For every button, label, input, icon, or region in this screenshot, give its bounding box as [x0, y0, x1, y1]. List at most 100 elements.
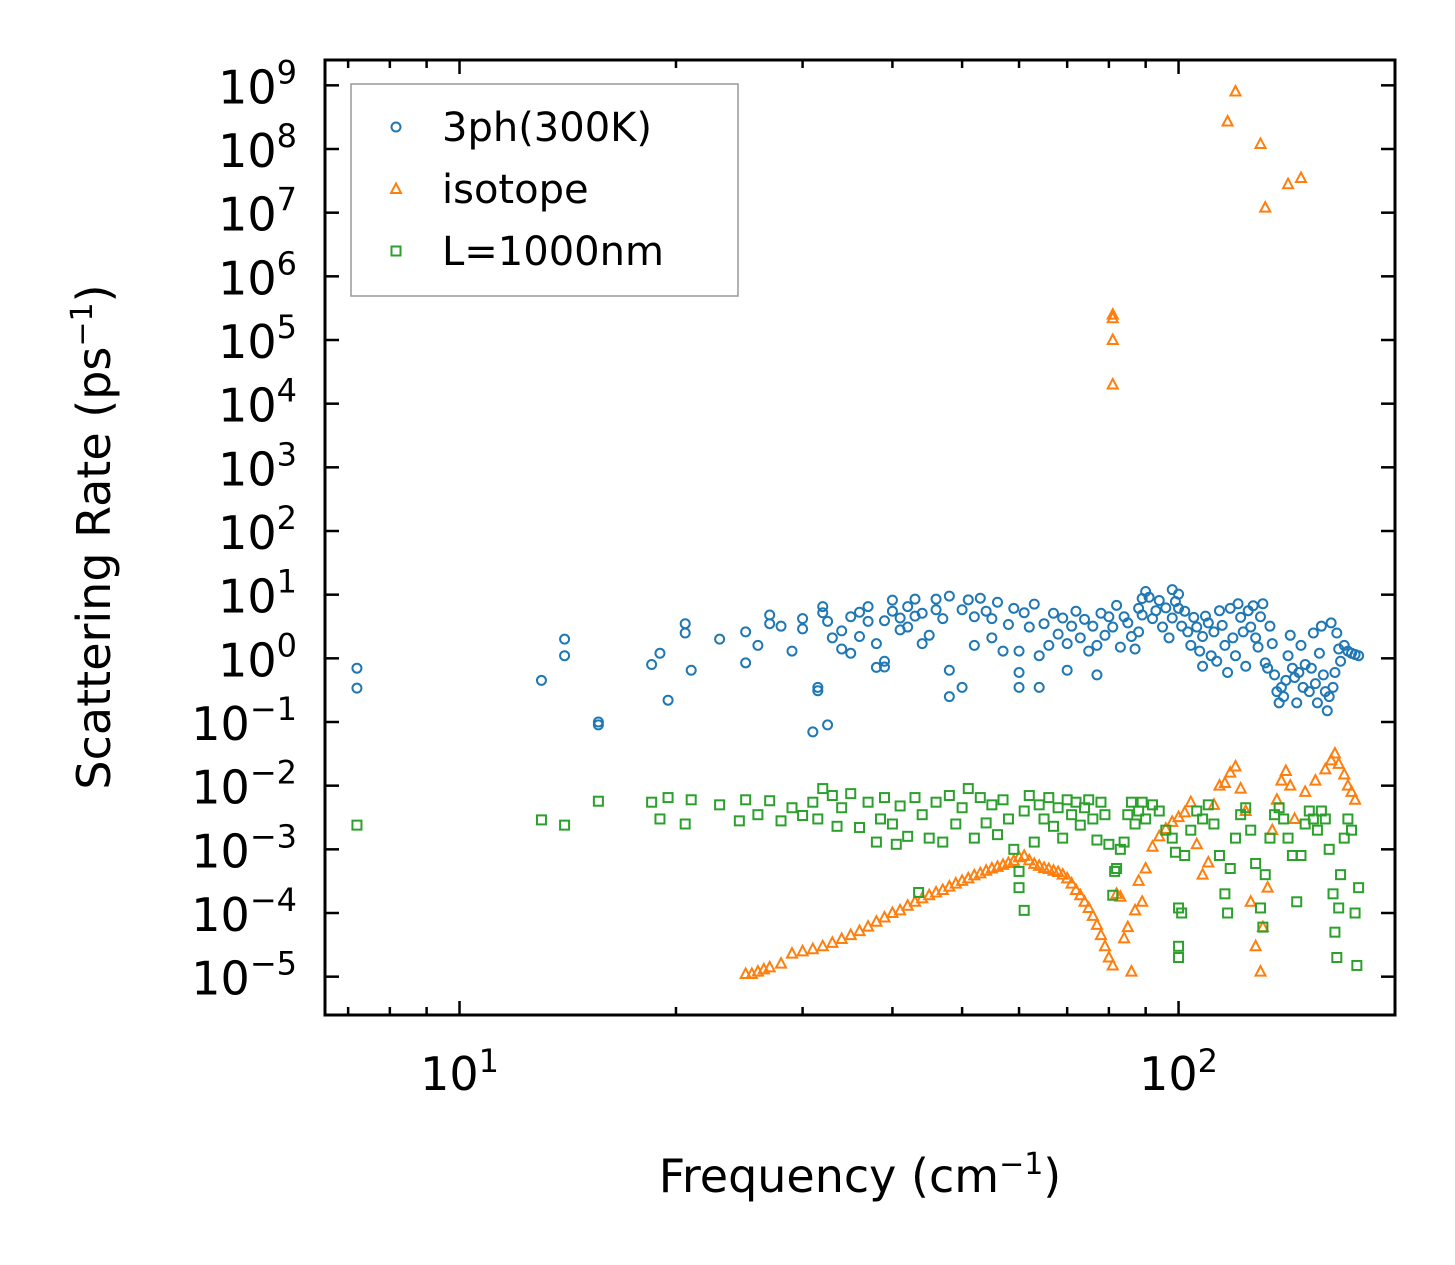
square-point [1166, 832, 1178, 844]
circle-point [1052, 628, 1064, 640]
square-point [1111, 863, 1123, 875]
circle-point [986, 632, 998, 644]
square-point [1338, 832, 1350, 844]
circle-point [1232, 598, 1244, 610]
triangle-point [1294, 170, 1308, 184]
circle-point [797, 613, 809, 625]
square-point [902, 830, 914, 842]
square-point [1259, 869, 1271, 881]
square-point [894, 800, 906, 812]
triangle-point [1248, 938, 1263, 952]
triangle-point [1184, 794, 1198, 808]
square-point [733, 815, 745, 827]
square-point [775, 815, 787, 827]
square-point [923, 832, 935, 844]
circle-point [845, 611, 857, 623]
circle-point [1153, 594, 1165, 606]
circle-point [1240, 660, 1252, 672]
legend-marker-square [390, 245, 402, 257]
circle-point [1047, 607, 1059, 619]
square-point [831, 820, 843, 832]
triangle-point [1056, 867, 1070, 880]
circle-point [1264, 620, 1276, 632]
circle-point [1317, 669, 1329, 681]
legend-label: isotope [442, 167, 589, 213]
square-point [1099, 809, 1111, 821]
circle-point [1143, 591, 1155, 603]
triangle-point [1106, 957, 1120, 971]
circle-point [1278, 691, 1290, 703]
y-tick-label: 109 [218, 53, 297, 114]
circle-point [1188, 611, 1200, 623]
triangle-point [763, 959, 777, 973]
circle-point [1309, 678, 1321, 690]
legend-marker-triangle [389, 181, 403, 194]
circle-point [817, 601, 829, 613]
circle-point [870, 638, 882, 650]
circle-point [752, 639, 764, 651]
square-point [870, 836, 882, 848]
triangle-point [1128, 902, 1142, 916]
circle-point [1136, 609, 1148, 621]
circle-point [943, 691, 955, 703]
circle-point [930, 593, 942, 605]
square-point [980, 817, 992, 829]
square-point [1057, 832, 1069, 844]
circle-point [1191, 621, 1203, 633]
circle-point [1066, 620, 1078, 632]
circle-point [916, 638, 928, 650]
square-point [1118, 836, 1130, 848]
square-point [1295, 850, 1307, 862]
circle-point [902, 621, 914, 633]
square-point [1047, 820, 1059, 832]
triangle-point [1077, 894, 1092, 907]
square-point [1087, 813, 1099, 825]
square-point [1240, 802, 1252, 814]
circle-point [1087, 620, 1099, 632]
square-point [1107, 889, 1119, 901]
circle-point [592, 719, 604, 731]
circle-point [646, 659, 658, 671]
y-tick-label: 108 [218, 117, 297, 178]
y-tick-label: 10−5 [191, 945, 297, 1006]
triangle-point [1138, 860, 1153, 874]
square-point [1023, 790, 1035, 802]
legend-entry: L=1000nm [390, 229, 664, 275]
circle-point [1252, 641, 1264, 653]
square-point [654, 813, 666, 825]
triangle-point [795, 943, 810, 957]
triangle-point [1106, 376, 1120, 390]
circle-point [879, 661, 891, 673]
y-tick-label: 107 [218, 181, 297, 242]
square-point [1254, 902, 1266, 914]
circle-point [1176, 620, 1188, 632]
circle-point [1262, 662, 1274, 674]
square-point [764, 795, 776, 807]
square-point [1291, 896, 1303, 908]
circle-point [1107, 621, 1119, 633]
square-point [1282, 832, 1294, 844]
square-point [1103, 838, 1115, 850]
circle-point [1114, 641, 1126, 653]
circle-point [1307, 627, 1319, 639]
triangle-point [1102, 949, 1116, 963]
triangle-point [806, 941, 820, 955]
triangle-point [1228, 83, 1243, 97]
circle-point [991, 596, 1003, 608]
triangle-point [1017, 848, 1031, 861]
circle-point [1033, 650, 1045, 662]
triangle-point [1106, 310, 1120, 324]
circle-point [807, 726, 819, 738]
square-point [1173, 940, 1185, 952]
square-point [1008, 843, 1020, 855]
circle-point [764, 618, 776, 630]
circle-point [1245, 621, 1257, 633]
circle-point [1038, 618, 1050, 630]
triangle-point [1073, 887, 1087, 901]
square-point [1323, 843, 1335, 855]
triangle-point [1082, 900, 1096, 913]
square-point [997, 794, 1009, 806]
circle-point [916, 607, 928, 619]
square-point [786, 802, 798, 814]
square-point [913, 886, 925, 898]
